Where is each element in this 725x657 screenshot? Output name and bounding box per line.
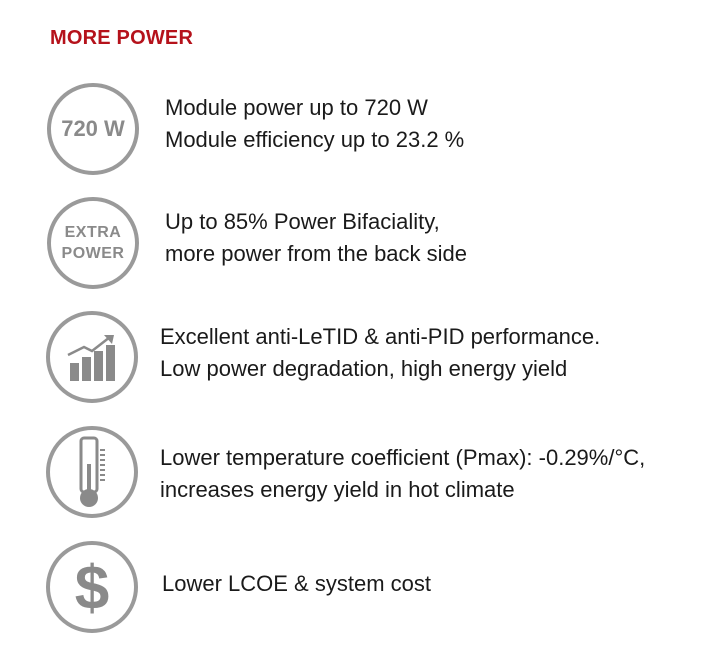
thermometer-icon — [46, 426, 138, 518]
growth-chart-icon — [46, 311, 138, 403]
feature-line: Low power degradation, high energy yield — [160, 356, 568, 381]
feature-line: increases energy yield in hot climate — [160, 477, 515, 502]
svg-text:$: $ — [75, 554, 109, 622]
feature-line: Module efficiency up to 23.2 % — [165, 127, 465, 152]
feature-line: Lower temperature coefficient (Pmax): -0… — [160, 445, 646, 470]
720w-badge-label: 720 W — [61, 116, 125, 141]
dollar-icon: $ — [46, 541, 138, 633]
extra-power-label-line1: EXTRA — [64, 224, 122, 241]
section-heading: MORE POWER — [50, 27, 194, 49]
feature-line: Excellent anti-LeTID & anti-PID performa… — [160, 324, 601, 349]
extra-power-badge-icon: EXTRA POWER — [47, 197, 139, 289]
feature-line: more power from the back side — [165, 241, 468, 266]
feature-line: Lower LCOE & system cost — [162, 571, 431, 596]
720w-badge-icon: 720 W — [47, 83, 139, 175]
feature-line: Up to 85% Power Bifaciality, — [165, 209, 440, 234]
feature-line: Module power up to 720 W — [165, 95, 428, 120]
extra-power-label-line2: POWER — [61, 245, 125, 262]
